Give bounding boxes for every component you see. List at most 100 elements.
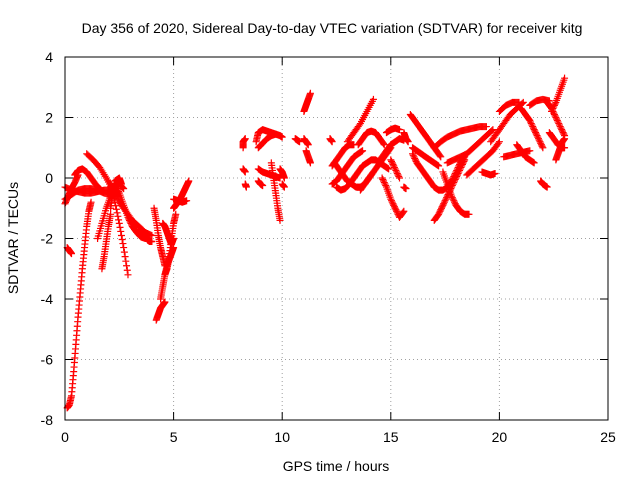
- series-x11: [302, 147, 314, 167]
- y-tick-label: -2: [41, 231, 54, 247]
- y-tick-label: -6: [41, 352, 54, 368]
- data-point: [435, 210, 443, 218]
- series-w1: [487, 98, 527, 146]
- y-tick-label: -8: [41, 412, 54, 428]
- data-point: [306, 89, 314, 97]
- data-point: [392, 166, 400, 174]
- series-z9: [478, 168, 499, 179]
- data-point: [533, 132, 541, 140]
- data-point: [127, 219, 135, 227]
- series-z2: [409, 144, 443, 170]
- data-point: [450, 179, 458, 187]
- series-t: [170, 195, 191, 206]
- data-point: [385, 165, 393, 173]
- data-point: [380, 177, 388, 185]
- data-point: [241, 168, 249, 176]
- data-point: [559, 129, 567, 137]
- data-point: [437, 204, 445, 212]
- data-point: [111, 198, 119, 206]
- data-point: [125, 215, 133, 223]
- data-point: [451, 177, 459, 185]
- x-axis-label: GPS time / hours: [283, 458, 390, 474]
- data-point: [534, 133, 542, 141]
- series-w5: [517, 104, 547, 152]
- data-point: [437, 206, 445, 214]
- data-point: [449, 195, 457, 203]
- data-point: [388, 159, 396, 167]
- data-point: [410, 153, 418, 161]
- data-point: [112, 205, 120, 213]
- series-y6: [343, 95, 377, 146]
- data-point: [526, 147, 534, 155]
- data-point: [393, 169, 401, 177]
- data-point: [259, 182, 267, 190]
- data-point: [438, 203, 446, 211]
- data-point: [393, 207, 401, 215]
- data-point: [532, 130, 540, 138]
- data-point: [116, 223, 124, 231]
- grid: [65, 57, 608, 420]
- plot-border: [64, 56, 609, 421]
- data-point: [388, 157, 396, 165]
- data-point: [458, 160, 466, 168]
- series-u: [239, 135, 249, 152]
- data-point: [115, 188, 123, 196]
- series-v: [239, 165, 249, 176]
- series-x5: [267, 159, 284, 224]
- data-point: [390, 203, 398, 211]
- data-point: [550, 103, 558, 111]
- series-d: [71, 165, 104, 193]
- data-point: [549, 104, 557, 112]
- data-point: [452, 174, 460, 182]
- data-point: [183, 197, 191, 205]
- data-point: [561, 74, 569, 82]
- data-point: [558, 127, 566, 135]
- data-point: [112, 182, 120, 190]
- data-point: [409, 151, 417, 159]
- data-point: [123, 266, 131, 274]
- data-point: [411, 154, 419, 162]
- data-point: [389, 200, 397, 208]
- data-point: [242, 183, 250, 191]
- data-point: [561, 135, 569, 143]
- data-point: [125, 216, 133, 224]
- data-point: [451, 176, 459, 184]
- y-tick-label: 0: [45, 170, 53, 186]
- data-point: [435, 162, 443, 170]
- data-point: [95, 184, 103, 192]
- series-y1: [326, 135, 336, 146]
- data-point: [304, 141, 312, 149]
- data-point: [436, 207, 444, 215]
- data-point: [482, 123, 490, 131]
- data-point: [280, 174, 288, 182]
- data-point: [68, 250, 76, 258]
- data-point: [148, 238, 156, 246]
- x-tick-label: 15: [383, 429, 399, 445]
- data-point: [119, 240, 127, 248]
- series-w: [241, 180, 250, 191]
- data-point: [437, 153, 445, 161]
- data-point: [124, 213, 132, 221]
- data-point: [526, 117, 534, 125]
- data-point: [442, 195, 450, 203]
- data-point: [491, 169, 499, 177]
- x-tick-label: 5: [170, 429, 178, 445]
- series-x8: [291, 135, 304, 146]
- data-point: [120, 248, 128, 256]
- data-point: [148, 231, 156, 239]
- data-point: [390, 162, 398, 170]
- series-y5: [333, 156, 393, 194]
- data-point: [404, 138, 412, 146]
- series-y12: [387, 156, 403, 182]
- data-point: [390, 201, 398, 209]
- data-point: [543, 183, 551, 191]
- series-w2: [495, 98, 523, 115]
- series-m: [137, 225, 156, 246]
- data-point: [123, 262, 131, 270]
- data-point: [378, 174, 386, 182]
- data-point: [530, 126, 538, 134]
- data-point: [114, 186, 122, 194]
- data-point: [440, 198, 448, 206]
- series-w11: [552, 135, 569, 164]
